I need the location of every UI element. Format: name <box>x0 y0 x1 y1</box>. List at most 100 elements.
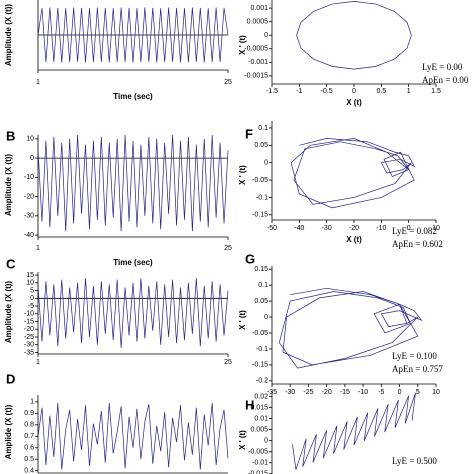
x-tick-label: 25 <box>224 359 232 366</box>
y-tick-label: -10 <box>24 174 34 181</box>
y-tick-label: 0 <box>264 160 268 167</box>
series-line <box>296 1 412 70</box>
y-tick-label: 0.05 <box>254 142 268 149</box>
y-tick-label: -0.1 <box>256 194 268 201</box>
x-tick-label: -25 <box>303 389 313 396</box>
y-tick-label: 0.005 <box>250 426 268 433</box>
y-axis-label: X ' (t) <box>238 430 247 450</box>
y-axis-label: X ' (t) <box>238 310 247 330</box>
series-line <box>37 278 229 348</box>
y-tick-label: 1 <box>30 399 34 406</box>
x-tick-label: 1 <box>36 245 40 252</box>
y-tick-label: -0.15 <box>252 362 268 369</box>
panel-letter: C <box>6 256 16 271</box>
y-tick-label: 0.02 <box>254 393 268 400</box>
y-tick-label: -0.05 <box>252 330 268 337</box>
y-axis-label: Amplitude (X (t)) <box>4 154 13 217</box>
y-tick-label: 0.05 <box>254 298 268 305</box>
x-axis-label: Time (sec) <box>113 92 153 101</box>
y-tick-label: 0 <box>30 295 34 302</box>
x-tick-label: 0 <box>398 389 402 396</box>
y-axis-label: Amplitude (X (t)) <box>4 281 13 344</box>
annotation: LyE = 0.100 <box>392 351 437 361</box>
series-line <box>37 7 229 63</box>
annotation: ApEn = 0.602 <box>392 239 443 249</box>
x-tick-label: 10 <box>432 225 440 232</box>
x-axis-label: X (t) <box>346 235 362 244</box>
y-tick-label: -30 <box>24 342 34 349</box>
x-tick-label: -1 <box>296 88 302 95</box>
x-tick-label: -20 <box>322 389 332 396</box>
y-tick-label: -30 <box>24 213 34 220</box>
panel-letter: F <box>245 126 253 141</box>
x-tick-label: -30 <box>285 389 295 396</box>
annotation: LyE = 0.082 <box>392 226 437 236</box>
y-tick-label: 15 <box>26 272 34 279</box>
y-tick-label: -40 <box>24 232 34 239</box>
y-tick-label: 10 <box>26 280 34 287</box>
y-tick-label: -15 <box>24 318 34 325</box>
y-tick-label: 0.5 <box>24 456 34 463</box>
y-tick-label: 5 <box>30 287 34 294</box>
y-tick-label: 0.0005 <box>247 19 269 26</box>
y-tick-label: 10 <box>26 136 34 143</box>
panel-letter: D <box>6 371 15 386</box>
y-tick-label: -0.15 <box>252 212 268 219</box>
x-tick-label: 0 <box>407 225 411 232</box>
annotation: ApEn = 0.00 <box>422 75 469 85</box>
series-line <box>292 392 416 470</box>
x-tick-label: 1 <box>36 79 40 86</box>
y-tick-label: -0.05 <box>252 177 268 184</box>
x-tick-label: -40 <box>294 225 304 232</box>
annotation: LyE = 0.500 <box>392 456 437 466</box>
y-tick-label: 0.7 <box>24 433 34 440</box>
y-tick-label: 0 <box>264 32 268 39</box>
y-tick-label: -0.001 <box>248 59 268 66</box>
y-tick-label: -0.015 <box>248 471 268 474</box>
y-tick-label: -0.005 <box>248 449 268 456</box>
x-tick-label: -50 <box>267 225 277 232</box>
y-tick-label: -0.2 <box>256 378 268 385</box>
y-tick-label: 0.6 <box>24 445 34 452</box>
y-tick-label: 0.4 <box>24 468 34 474</box>
y-tick-label: 0.1 <box>258 282 268 289</box>
y-tick-label: -5 <box>28 303 34 310</box>
y-tick-label: 0.8 <box>24 422 34 429</box>
y-tick-label: -0.0005 <box>244 46 268 53</box>
series-line <box>290 138 415 209</box>
x-tick-label: 10 <box>432 389 440 396</box>
y-tick-label: -0.1 <box>256 346 268 353</box>
x-tick-label: -15 <box>340 389 350 396</box>
y-tick-label: -20 <box>24 193 34 200</box>
panel-letter: H <box>245 397 254 412</box>
y-tick-label: 0 <box>264 438 268 445</box>
y-tick-label: -0.0015 <box>244 73 268 80</box>
y-tick-label: 0.1 <box>258 125 268 132</box>
x-axis-label: X (t) <box>346 98 362 107</box>
y-tick-label: 0 <box>30 155 34 162</box>
panel-letter: B <box>6 128 15 143</box>
x-tick-label: 25 <box>224 245 232 252</box>
y-axis-label: X ' (t) <box>238 165 247 185</box>
x-tick-label: 0.5 <box>376 88 386 95</box>
annotation: LyE = 0.00 <box>422 62 463 72</box>
x-tick-label: 1.5 <box>431 88 441 95</box>
y-tick-label: -35 <box>24 349 34 356</box>
y-tick-label: -0.01 <box>252 460 268 467</box>
y-tick-label: 0.015 <box>250 404 268 411</box>
x-tick-label: -20 <box>349 225 359 232</box>
annotation: ApEn = 0.757 <box>392 364 443 374</box>
x-tick-label: 25 <box>224 79 232 86</box>
x-tick-label: -10 <box>376 225 386 232</box>
panel-letter: G <box>245 251 255 266</box>
series-line <box>37 402 229 470</box>
y-tick-label: 0.01 <box>254 415 268 422</box>
y-tick-label: 0.9 <box>24 410 34 417</box>
series-line <box>278 287 423 369</box>
y-tick-label: -20 <box>24 326 34 333</box>
y-tick-label: 0 <box>264 314 268 321</box>
y-tick-label: -25 <box>24 334 34 341</box>
x-tick-label: -30 <box>322 225 332 232</box>
y-axis-label: Amplide (X (t)) <box>4 404 13 459</box>
